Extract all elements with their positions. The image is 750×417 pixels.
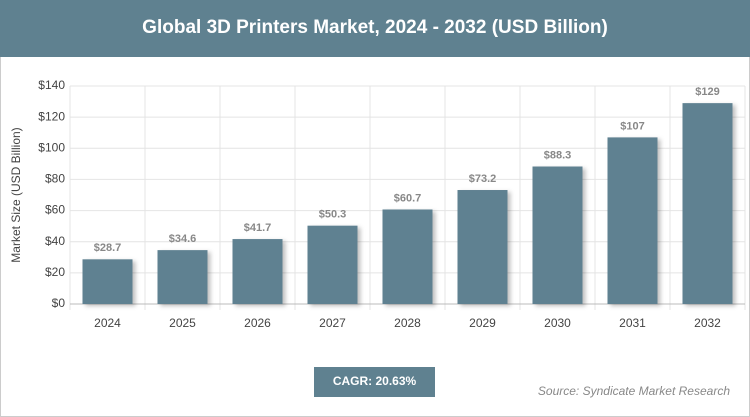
- bar: [532, 166, 583, 304]
- value-label: $73.2: [469, 173, 497, 185]
- y-axis-label: Market Size (USD Billion): [9, 127, 23, 262]
- y-tick-label: $80: [45, 172, 65, 186]
- value-label: $107: [620, 120, 644, 132]
- y-tick-label: $20: [45, 265, 65, 279]
- x-tick-label: 2026: [244, 316, 271, 330]
- y-tick-label: $60: [45, 203, 65, 217]
- value-label: $88.3: [544, 149, 572, 161]
- value-label: $60.7: [394, 192, 422, 204]
- value-label: $41.7: [244, 222, 272, 234]
- bar: [232, 239, 283, 304]
- value-label: $50.3: [319, 209, 347, 221]
- y-tick-label: $140: [38, 78, 65, 92]
- bar: [682, 103, 733, 304]
- x-tick-label: 2029: [469, 316, 496, 330]
- value-label: $34.6: [169, 233, 197, 245]
- x-tick-label: 2024: [94, 316, 121, 330]
- x-tick-label: 2032: [694, 316, 721, 330]
- x-tick-label: 2028: [394, 316, 421, 330]
- source: Source: Syndicate Market Research: [538, 384, 730, 398]
- x-tick-label: 2027: [319, 316, 346, 330]
- y-tick-label: $120: [38, 109, 65, 123]
- bar: [307, 225, 358, 304]
- title-banner: [0, 0, 750, 57]
- y-tick-label: $0: [52, 296, 66, 310]
- x-tick-label: 2030: [544, 316, 571, 330]
- y-tick-label: $100: [38, 140, 65, 154]
- bar: [607, 137, 658, 304]
- chart-title: Global 3D Printers Market, 2024 - 2032 (…: [142, 17, 608, 38]
- bar: [457, 190, 508, 304]
- bar: [82, 259, 133, 304]
- x-tick-label: 2025: [169, 316, 196, 330]
- value-label: $129: [695, 86, 719, 98]
- cagr-box: [314, 367, 435, 397]
- value-label: $28.7: [94, 242, 122, 254]
- x-tick-label: 2031: [619, 316, 646, 330]
- y-tick-label: $40: [45, 234, 65, 248]
- bar: [157, 250, 208, 304]
- bar: [382, 209, 433, 304]
- cagr-label: CAGR: 20.63%: [333, 374, 417, 388]
